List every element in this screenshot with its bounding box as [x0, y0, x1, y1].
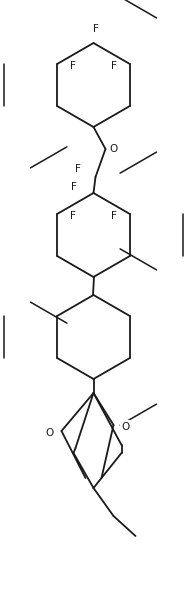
Text: F: F — [70, 211, 76, 221]
Text: F: F — [70, 61, 76, 71]
Text: F: F — [93, 24, 98, 34]
Text: O: O — [109, 144, 118, 154]
Text: O: O — [45, 428, 54, 438]
Text: F: F — [111, 61, 117, 71]
Text: F: F — [111, 211, 117, 221]
Text: F: F — [75, 164, 80, 174]
Text: F: F — [70, 182, 76, 192]
Text: O: O — [121, 422, 130, 432]
